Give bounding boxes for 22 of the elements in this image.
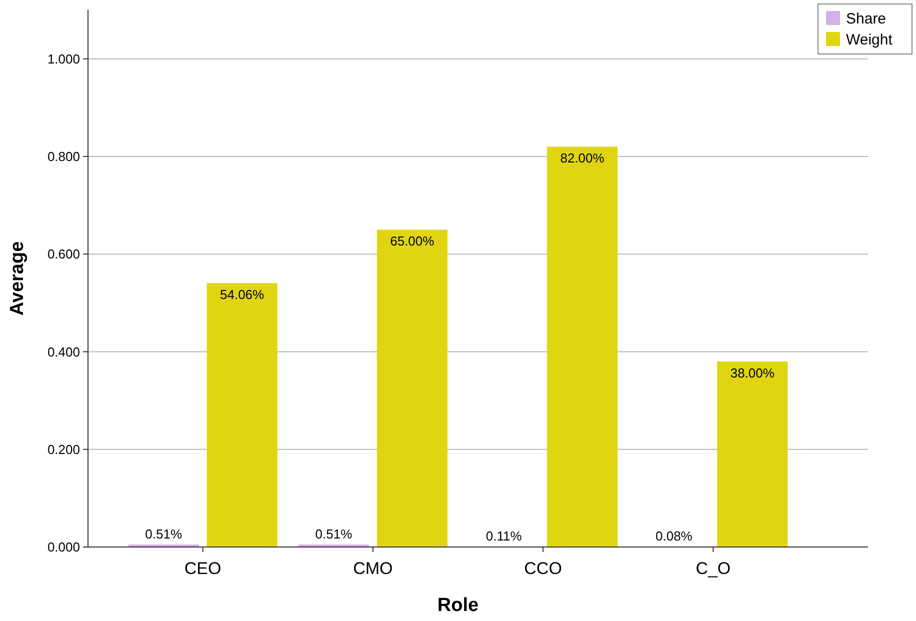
data-label: 0.11% (486, 528, 522, 544)
data-label: 0.08% (656, 528, 693, 544)
y-tick-label: 0.800 (47, 149, 80, 164)
x-tick-label: CMO (353, 559, 393, 578)
data-label: 82.00% (560, 150, 605, 166)
legend-label: Weight (846, 31, 894, 48)
x-tick-label: CEO (184, 559, 222, 578)
data-label: 0.51% (315, 526, 353, 542)
y-tick-label: 0.000 (47, 540, 80, 555)
x-axis-title: Role (437, 595, 479, 616)
data-label: 38.00% (730, 365, 775, 380)
y-axis-title: Average (7, 241, 28, 316)
y-tick-label: 0.400 (47, 344, 80, 360)
y-tick-label: 0.600 (47, 246, 80, 262)
x-tick-label: CCO (524, 559, 562, 578)
y-tick-label: 0.200 (47, 442, 80, 457)
x-tick-label: C_O (696, 559, 731, 578)
data-label: 65.00% (390, 234, 435, 249)
legend-label: Share (846, 10, 886, 28)
data-label: 0.51% (145, 526, 182, 542)
y-tick-label: 1.000 (47, 51, 80, 66)
data-label: 54.06% (220, 287, 265, 302)
